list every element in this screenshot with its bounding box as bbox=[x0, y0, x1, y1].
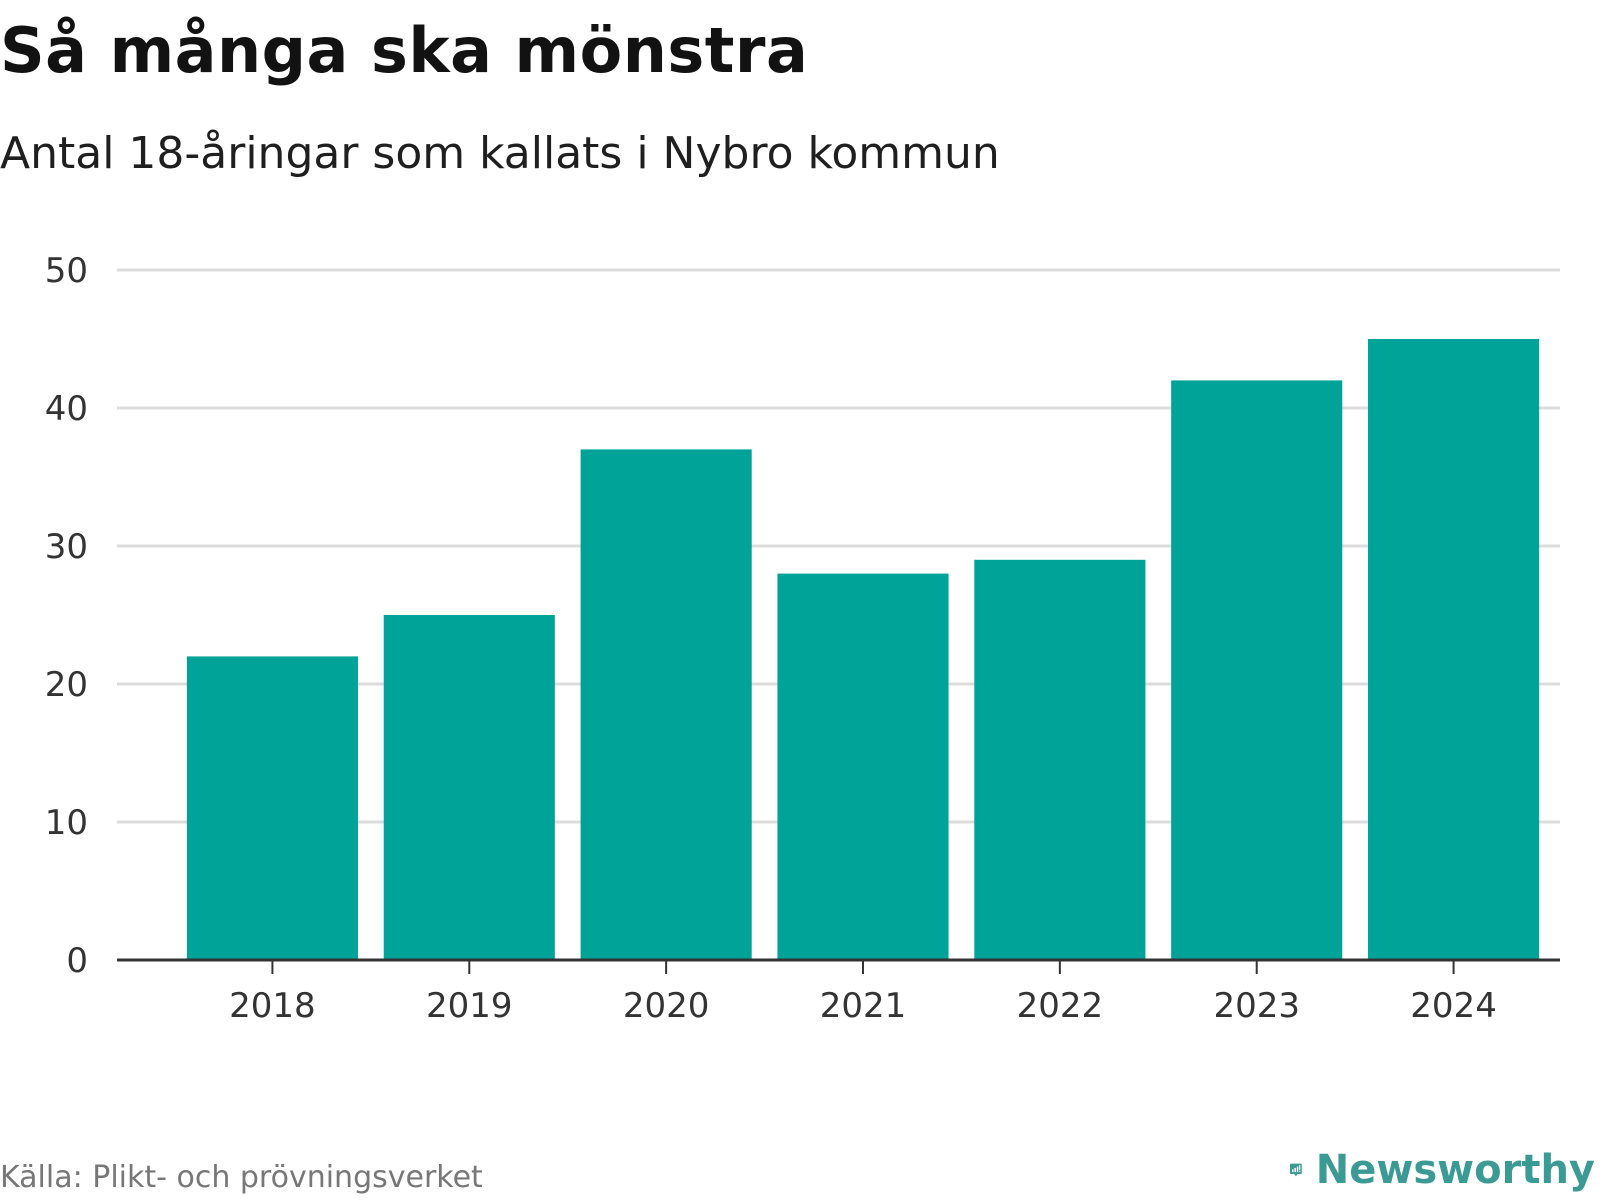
y-tick-label: 10 bbox=[45, 803, 88, 843]
x-tick-label: 2021 bbox=[820, 986, 907, 1026]
bars bbox=[186, 339, 1540, 960]
x-tick-label: 2022 bbox=[1017, 986, 1104, 1026]
bar-2022 bbox=[974, 559, 1146, 960]
bar-2023 bbox=[1171, 380, 1343, 960]
x-tick-label: 2024 bbox=[1410, 986, 1497, 1026]
y-tick-label: 40 bbox=[45, 389, 88, 429]
bar-chart: 0 10 20 30 40 50 2018 2019 2020 2021 2022 2023 2024 bbox=[45, 251, 1560, 1026]
newsworthy-chart-icon bbox=[1290, 1163, 1302, 1177]
bar-2018 bbox=[186, 656, 358, 960]
bar-2020 bbox=[580, 449, 752, 960]
x-tick-label: 2023 bbox=[1213, 986, 1300, 1026]
y-tick-label: 20 bbox=[45, 665, 88, 705]
brand-name: Newsworthy bbox=[1315, 1147, 1595, 1193]
chart-subtitle: Antal 18-åringar som kallats i Nybro kom… bbox=[0, 128, 1000, 179]
newsworthy-logo: Newsworthy bbox=[1290, 1140, 1595, 1200]
bar-2024 bbox=[1368, 339, 1540, 960]
bar-2021 bbox=[777, 573, 949, 960]
x-tick-label: 2020 bbox=[623, 986, 710, 1026]
y-tick-label: 50 bbox=[45, 251, 88, 291]
chart-title: Så många ska mönstra bbox=[0, 14, 809, 87]
bar-2019 bbox=[383, 615, 555, 960]
x-tick-label: 2018 bbox=[229, 986, 316, 1026]
y-tick-label: 30 bbox=[45, 527, 88, 567]
source-note: Källa: Plikt- och prövningsverket bbox=[0, 1160, 483, 1195]
axes: 0 10 20 30 40 50 2018 2019 2020 2021 2022 2023 2024 bbox=[45, 251, 1560, 1026]
x-tick-label: 2019 bbox=[426, 986, 513, 1026]
y-tick-label: 0 bbox=[66, 941, 88, 981]
